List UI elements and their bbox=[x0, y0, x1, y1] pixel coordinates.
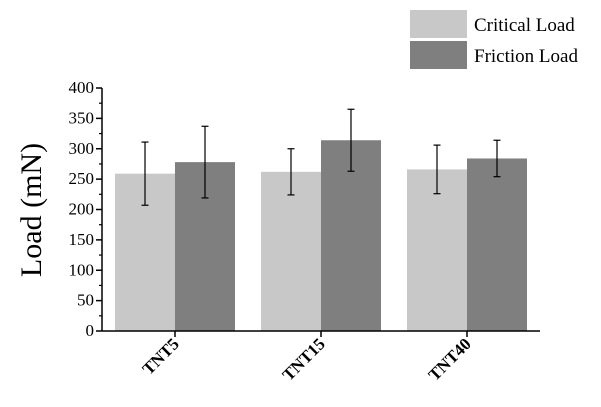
legend-label-series1: Critical Load bbox=[474, 15, 575, 36]
x-tick-label: TNT5 bbox=[139, 334, 183, 378]
bar-tnt15-series1 bbox=[261, 171, 321, 331]
legend-swatch-series2 bbox=[410, 41, 467, 69]
y-tick-label: 350 bbox=[69, 108, 95, 127]
x-tick-label: TNT15 bbox=[279, 334, 329, 384]
bars bbox=[115, 140, 527, 331]
error-bar-tnt40-series1 bbox=[433, 144, 441, 195]
error-bar-tnt15-series2 bbox=[347, 108, 355, 172]
y-tick-label: 300 bbox=[69, 139, 95, 158]
legend: Critical Load Friction Load bbox=[410, 10, 578, 69]
y-tick-label: 200 bbox=[69, 200, 95, 219]
y-tick-label: 100 bbox=[69, 260, 95, 279]
legend-swatch-series1 bbox=[410, 10, 467, 38]
bar-tnt40-series2 bbox=[467, 158, 527, 331]
bar-tnt15-series2 bbox=[321, 140, 381, 331]
error-bar-tnt5-series1 bbox=[141, 141, 149, 206]
y-tick-label: 50 bbox=[77, 291, 94, 310]
y-tick-label: 400 bbox=[69, 78, 95, 97]
x-tick-label: TNT40 bbox=[425, 334, 475, 384]
y-tick-label: 150 bbox=[69, 230, 95, 249]
bar-tnt40-series1 bbox=[407, 169, 467, 331]
error-bar-tnt5-series2 bbox=[201, 125, 209, 199]
error-bar-tnt40-series2 bbox=[493, 139, 501, 178]
error-bars bbox=[141, 108, 501, 206]
y-axis-title: Load (mN) bbox=[15, 143, 48, 277]
y-tick-label: 250 bbox=[69, 169, 95, 188]
legend-label-series2: Friction Load bbox=[474, 46, 578, 67]
error-bar-tnt15-series1 bbox=[287, 148, 295, 196]
y-tick-label: 0 bbox=[86, 321, 95, 340]
